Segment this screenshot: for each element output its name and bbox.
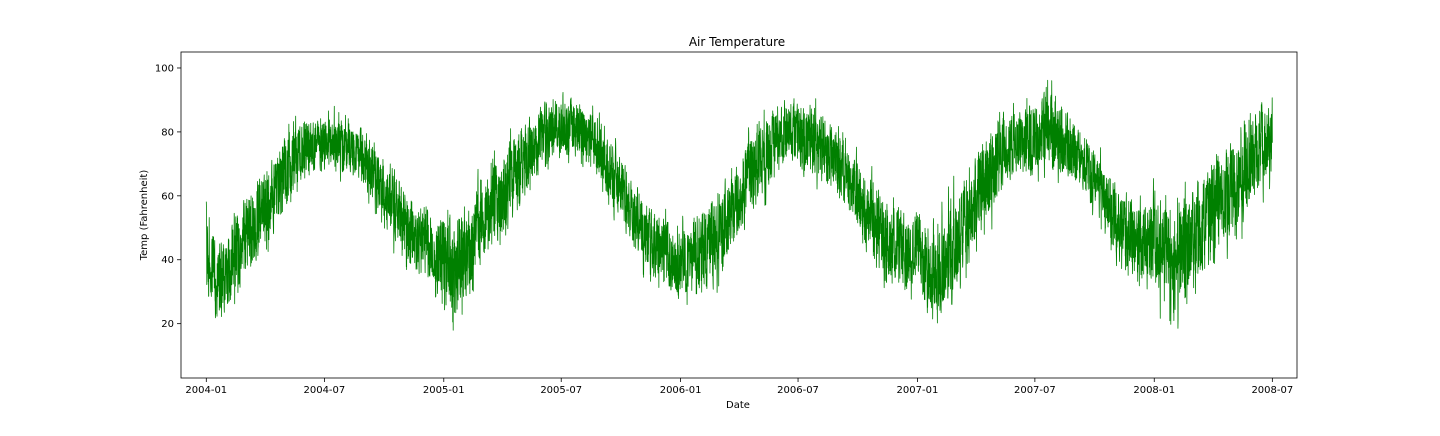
y-tick-label: 100 [155,63,174,74]
series-line-air-temperature [205,79,1273,331]
y-axis-label: Temp (Fahrenheit) [139,170,150,262]
x-tick-label: 2004-01 [185,385,227,396]
y-tick-label: 60 [161,191,174,202]
x-axis-label: Date [726,400,750,411]
x-tick-label: 2006-07 [777,385,819,396]
y-axis: 20 40 60 80 100 [155,63,181,330]
x-tick-label: 2004-07 [303,385,345,396]
x-tick-label: 2007-01 [897,385,939,396]
y-tick-label: 80 [161,127,174,138]
plot-frame [180,51,1298,379]
y-tick-label: 40 [161,255,174,266]
x-tick-label: 2005-07 [540,385,582,396]
x-tick-label: 2005-01 [423,385,465,396]
x-tick-label: 2008-07 [1251,385,1293,396]
x-tick-label: 2006-01 [660,385,702,396]
x-tick-label: 2008-01 [1133,385,1175,396]
y-tick-label: 20 [161,319,174,330]
chart-title: Air Temperature [689,35,785,49]
x-tick-label: 2007-07 [1014,385,1056,396]
plot-area [205,79,1273,331]
x-axis: 2004-01 2004-07 2005-01 2005-07 2006-01 2006-… [185,378,1293,396]
